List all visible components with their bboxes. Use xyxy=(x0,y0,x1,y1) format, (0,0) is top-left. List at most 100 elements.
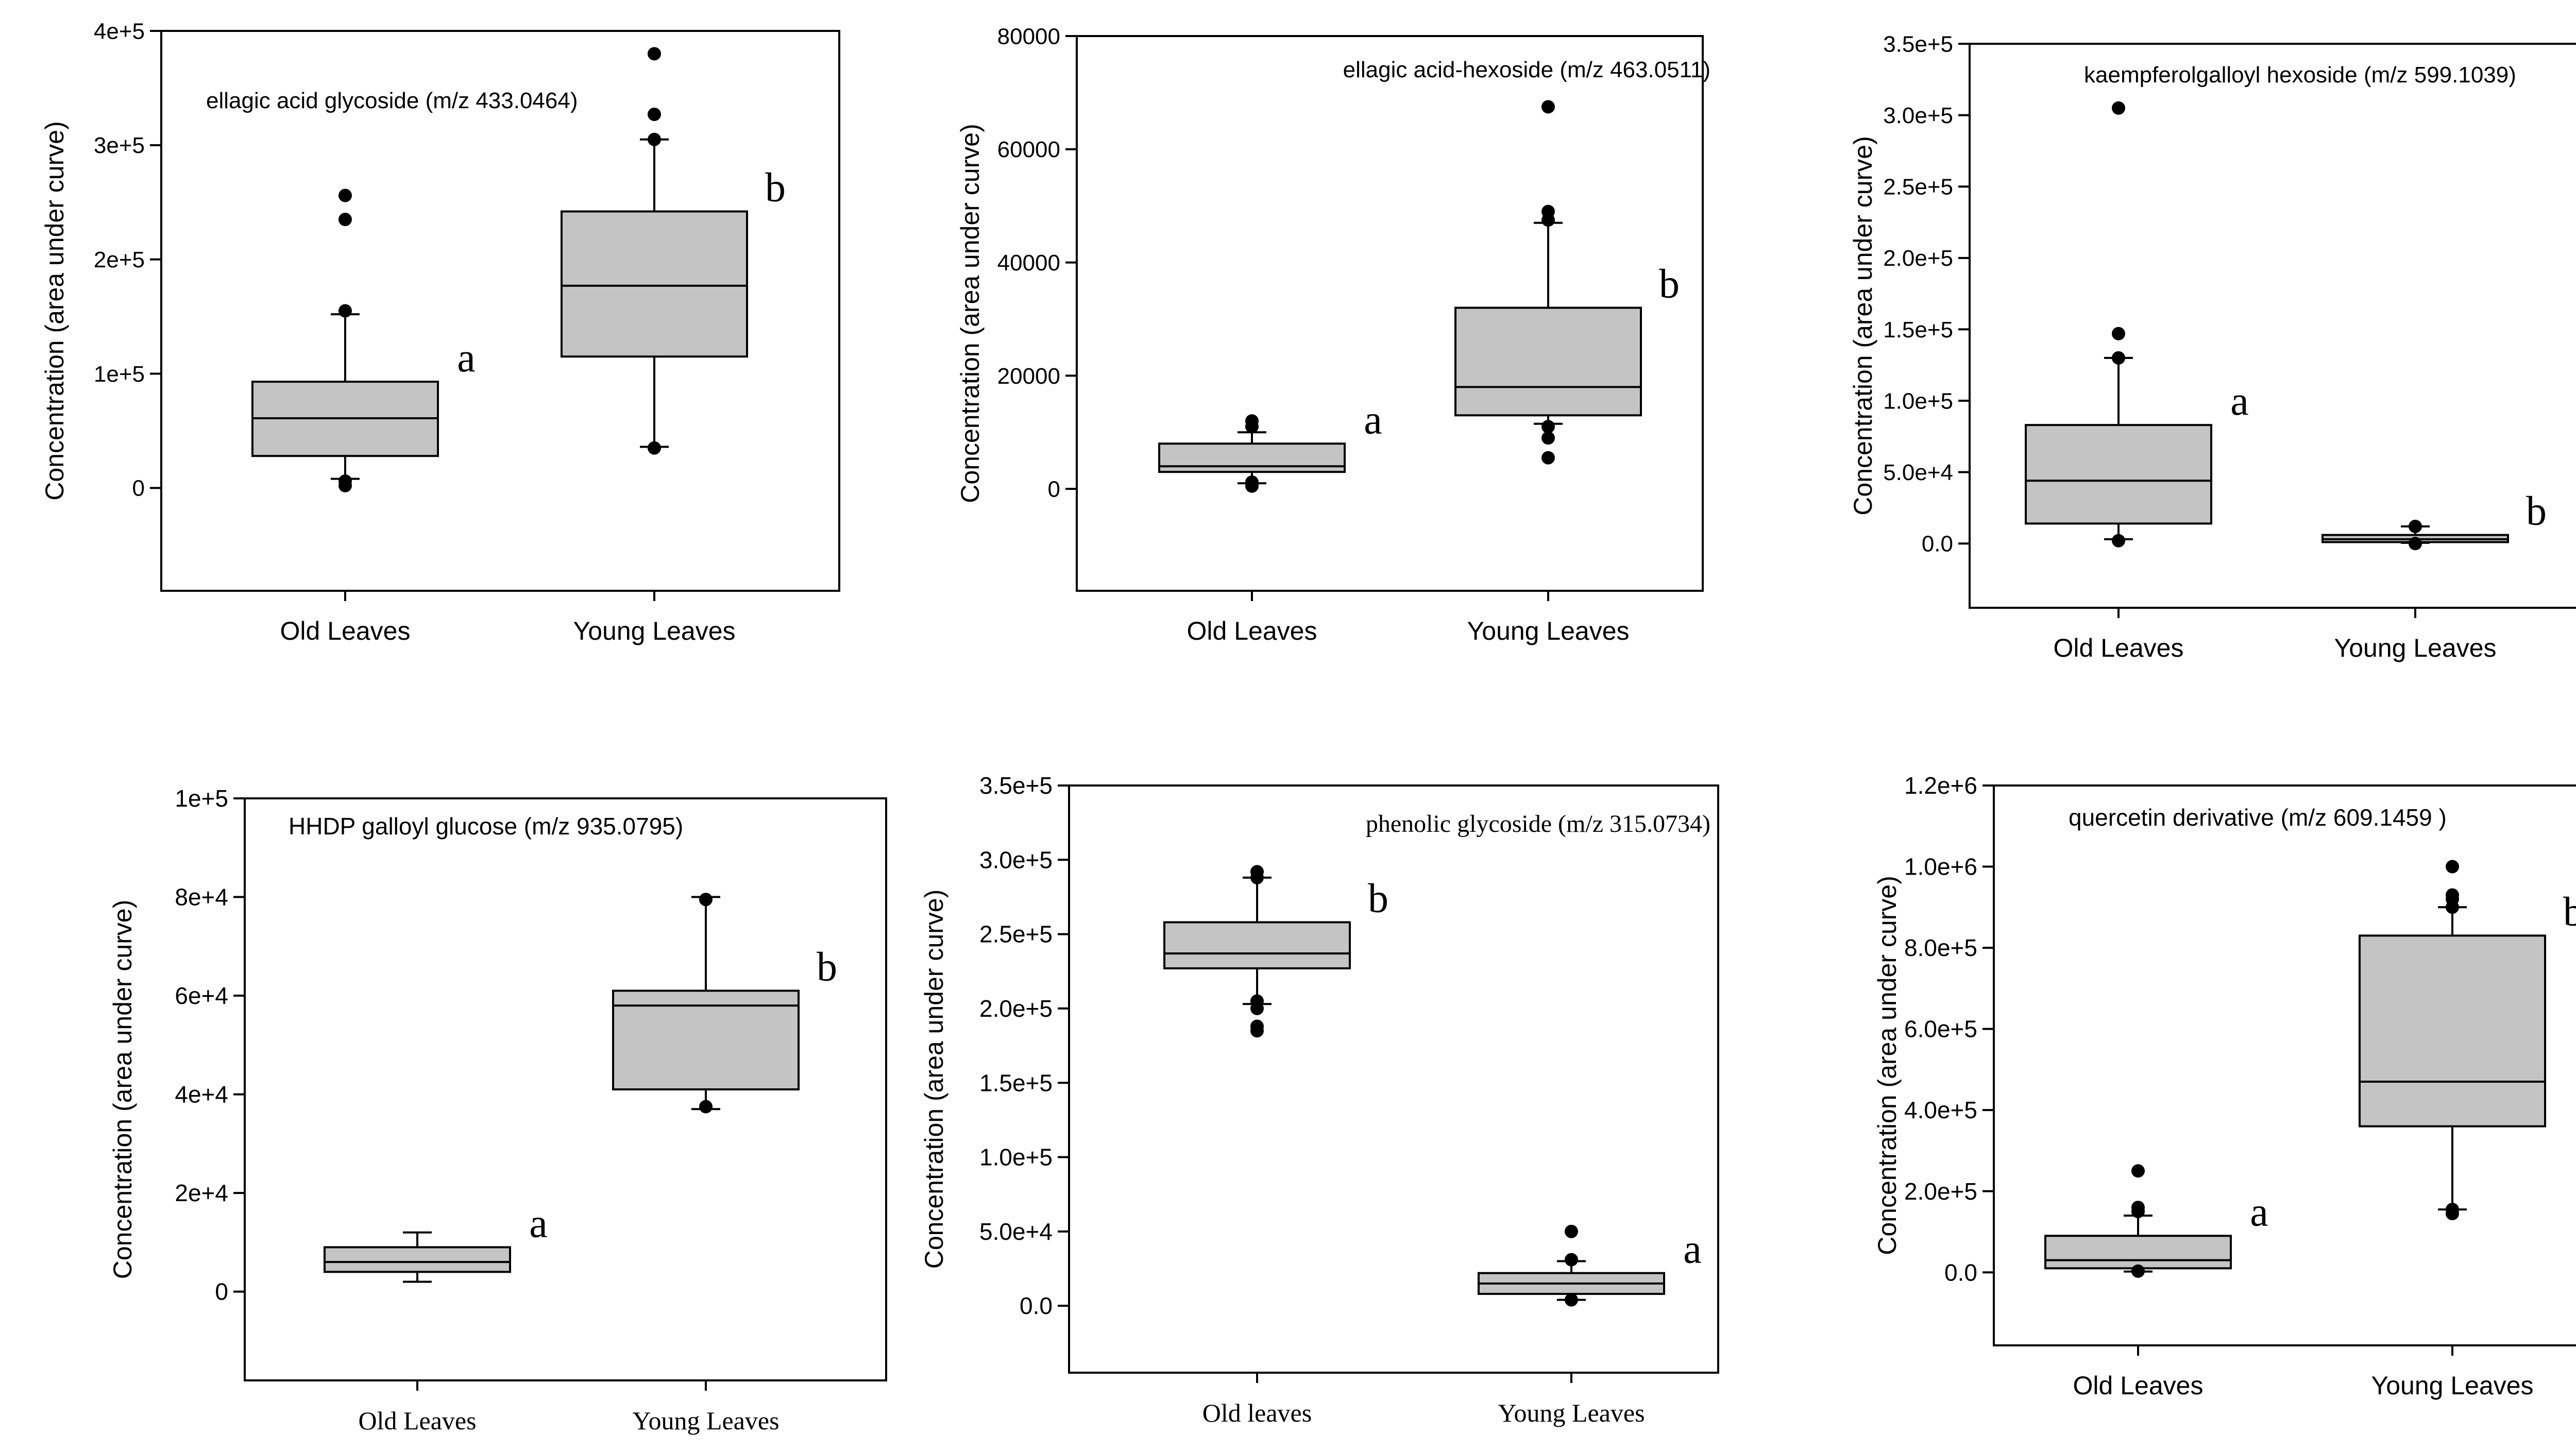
category-label: Old Leaves xyxy=(358,1406,476,1435)
box-1: a xyxy=(2025,101,2249,548)
chart-panel-1: 0 1e+5 2e+5 3e+5 4e+5 Concentration (area und… xyxy=(40,19,840,645)
chart-title: quercetin derivative (m/z 609.1459 ) xyxy=(2069,804,2447,831)
y-tick-label: 4.0e+5 xyxy=(1904,1097,1977,1123)
outlier-point xyxy=(2112,101,2125,115)
box-1: a xyxy=(2044,1164,2268,1278)
y-tick-label: 1.2e+6 xyxy=(1904,772,1977,799)
outlier-point xyxy=(648,132,661,146)
y-tick-label: 3.5e+5 xyxy=(1883,31,1953,57)
outlier-point xyxy=(2409,519,2422,533)
y-tick-label: 1e+5 xyxy=(175,785,228,812)
chart-title: kaempferolgalloyl hexoside (m/z 599.1039… xyxy=(2084,62,2516,88)
y-tick-label: 5.0e+4 xyxy=(1883,460,1953,485)
significance-letter: a xyxy=(2250,1189,2268,1235)
significance-letter: b xyxy=(1659,262,1680,307)
outlier-point xyxy=(1250,865,1264,879)
outlier-point xyxy=(1541,451,1555,465)
category-label: Old leaves xyxy=(1202,1398,1312,1427)
iqr-box xyxy=(561,210,748,358)
box-1: b xyxy=(1163,865,1388,1038)
outlier-point xyxy=(648,107,661,121)
y-tick-label: 0.0 xyxy=(1922,532,1953,557)
outlier-point xyxy=(648,441,661,455)
category-label: Old Leaves xyxy=(2073,1371,2204,1400)
outlier-point xyxy=(2131,1201,2145,1215)
y-axis-label: Concentration (area under curve) xyxy=(108,900,137,1279)
y-tick-label: 6e+4 xyxy=(175,982,228,1009)
chart-panel-4: 0 2e+4 4e+4 6e+4 8e+4 1e+5 Concentration (area… xyxy=(108,785,887,1435)
y-tick-label: 0.0 xyxy=(1020,1292,1053,1319)
y-tick-label: 40000 xyxy=(997,250,1060,276)
chart-panel-2: 0 20000 40000 60000 80000 Concentration (area… xyxy=(956,24,1710,645)
outlier-point xyxy=(1541,100,1555,114)
significance-letter: b xyxy=(2563,889,2576,934)
iqr-box xyxy=(2044,1235,2232,1270)
outlier-point xyxy=(1541,204,1555,218)
y-axis-label: Concentration (area under curve) xyxy=(40,121,69,501)
iqr-box xyxy=(2359,934,2546,1128)
outlier-point xyxy=(1250,994,1264,1008)
box-2: b xyxy=(561,47,786,455)
outlier-point xyxy=(2446,888,2459,902)
y-tick-label: 20000 xyxy=(997,364,1060,389)
outlier-point xyxy=(699,1100,713,1114)
box-2: b xyxy=(1454,100,1680,465)
category-label: Young Leaves xyxy=(632,1406,779,1435)
y-tick-label: 1.0e+5 xyxy=(1883,388,1953,414)
category-label: Young Leaves xyxy=(1467,617,1629,645)
category-label: Young Leaves xyxy=(573,617,735,645)
y-axis-label: Concentration (area under curve) xyxy=(956,124,985,503)
y-tick-label: 0 xyxy=(1048,477,1060,502)
y-tick-label: 1e+5 xyxy=(94,362,145,387)
plot-frame xyxy=(1068,784,1719,1374)
outlier-point xyxy=(338,189,352,202)
plot-frame xyxy=(244,797,887,1381)
y-axis-label: Concentration (area under curve) xyxy=(920,890,948,1269)
outlier-point xyxy=(2446,1203,2459,1217)
significance-letter: a xyxy=(1364,397,1382,442)
y-tick-label: 2e+4 xyxy=(175,1180,228,1206)
significance-letter: a xyxy=(1683,1227,1702,1272)
y-tick-label: 2.0e+5 xyxy=(1883,246,1953,271)
significance-letter: b xyxy=(765,165,786,211)
significance-letter: a xyxy=(2230,379,2249,424)
outlier-point xyxy=(1565,1293,1578,1307)
y-tick-label: 6.0e+5 xyxy=(1904,1016,1977,1043)
outlier-point xyxy=(1245,414,1259,428)
outlier-point xyxy=(2409,537,2422,551)
chart-panel-3: 0.0 5.0e+4 1.0e+5 1.5e+5 2.0e+5 2.5e+5 3.0e+5 3… xyxy=(1849,31,2576,662)
y-tick-label: 2.0e+5 xyxy=(979,995,1053,1022)
outlier-point xyxy=(699,893,713,907)
significance-letter: b xyxy=(2526,489,2547,534)
box-2: b xyxy=(2359,860,2576,1221)
chart-title: ellagic acid-hexoside (m/z 463.0511) xyxy=(1343,57,1710,82)
outlier-point xyxy=(1245,475,1259,489)
y-axis-label: Concentration (area under curve) xyxy=(1873,876,1902,1255)
category-label: Young Leaves xyxy=(2371,1371,2533,1400)
y-tick-label: 2.5e+5 xyxy=(979,921,1053,948)
outlier-point xyxy=(2131,1264,2145,1278)
chart-title: phenolic glycoside (m/z 315.0734) xyxy=(1366,810,1710,838)
plot-frame xyxy=(1993,784,2576,1346)
outlier-point xyxy=(338,304,352,318)
category-label: Young Leaves xyxy=(1498,1398,1645,1427)
significance-letter: b xyxy=(817,944,837,989)
y-tick-label: 2.5e+5 xyxy=(1883,175,1953,200)
box-2: b xyxy=(612,893,837,1114)
box-1: a xyxy=(1158,397,1382,493)
y-tick-label: 0 xyxy=(132,476,145,501)
outlier-point xyxy=(2446,860,2459,874)
y-tick-label: 1.5e+5 xyxy=(1883,317,1953,343)
outlier-point xyxy=(648,47,661,61)
outlier-point xyxy=(2131,1164,2145,1178)
category-label: Old Leaves xyxy=(1187,617,1317,645)
category-label: Young Leaves xyxy=(2334,634,2496,662)
y-tick-label: 3.0e+5 xyxy=(1883,103,1953,128)
iqr-box xyxy=(612,989,800,1091)
y-tick-label: 5.0e+4 xyxy=(979,1218,1053,1245)
y-axis-label: Concentration (area under curve) xyxy=(1849,136,1877,516)
outlier-point xyxy=(1565,1224,1578,1238)
chart-panel-5: 0.0 5.0e+4 1.0e+5 1.5e+5 2.0e+5 2.5e+5 3.0e+5 3… xyxy=(920,772,1719,1427)
y-tick-label: 8.0e+5 xyxy=(1904,934,1977,961)
chart-title: ellagic acid glycoside (m/z 433.0464) xyxy=(206,88,578,113)
